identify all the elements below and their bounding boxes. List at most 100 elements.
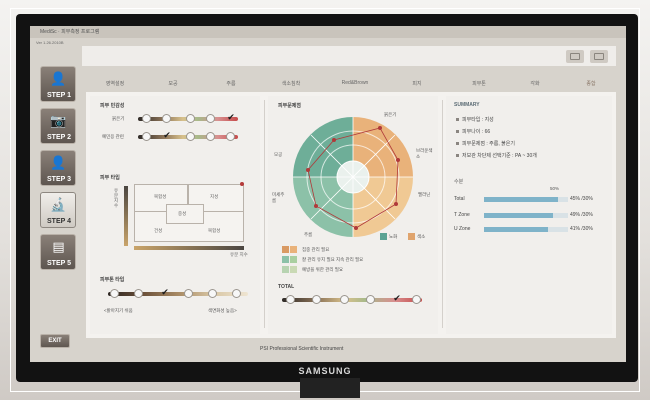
summary-line: 저보관 차단제 선택기준 : PA ~ 30개: [456, 152, 537, 159]
step-sidebar: 👤 STEP 1 📷 STEP 2 👤 STEP 3 🔬 STEP 4 ▤ ST…: [30, 66, 80, 362]
water-row-value: 49% /30%: [570, 212, 593, 218]
note-swatch: [290, 256, 297, 263]
scale-marker: [142, 132, 151, 141]
title-bar: MediSc · 피부측정 프로그램: [30, 26, 626, 38]
bullet-icon: [456, 130, 459, 134]
scale-marker: [134, 289, 143, 298]
water-row-label: U Zone: [454, 226, 471, 232]
vertical-axis-label: 유분 지수: [114, 188, 119, 208]
result-content: 피부 민감성 붉은기 ✔ 예민응 관련 ✔ 피부 타입 유분 지수 복합성 지성: [86, 92, 616, 338]
scale-marker: [366, 295, 375, 304]
analysis-tabs: 영역설정 모공 주름 색소침착 Red&Brown 피지 피부톤 각화 종합: [88, 80, 618, 90]
radar-point: [394, 202, 398, 206]
radar-label: 미세주름: [272, 192, 285, 203]
grid-cell-center: [166, 204, 204, 224]
step-4-button[interactable]: 🔬 STEP 4: [40, 192, 76, 228]
bullet-icon: [456, 154, 459, 158]
summary-line: 피부문제점 : 주름, 붉은기: [456, 140, 515, 147]
version-label: Ver 1.26.2010B: [36, 40, 64, 45]
step-2-button[interactable]: 📷 STEP 2: [40, 108, 76, 144]
scale-marker: [142, 114, 151, 123]
water-row-label: T Zone: [454, 212, 470, 218]
step-label: STEP 2: [47, 134, 71, 141]
tab-pores[interactable]: 모공: [168, 81, 178, 87]
save-icon: [570, 53, 580, 60]
summary-text: 피부타입 : 지성: [462, 117, 494, 123]
summary-line: 피부나이 : 66: [456, 128, 490, 135]
grid-label: 복합성: [154, 194, 167, 199]
step-5-button[interactable]: ▤ STEP 5: [40, 234, 76, 270]
skin-problem-radar: [293, 117, 413, 237]
summary-line: 피부타입 : 지성: [456, 116, 494, 123]
legend-swatch: [408, 233, 415, 240]
person-icon: 👤: [50, 155, 67, 170]
print-button[interactable]: [590, 50, 608, 63]
grid-label: 지성: [210, 194, 219, 199]
note-swatch: [282, 246, 289, 253]
window-title: MediSc · 피부측정 프로그램: [40, 29, 100, 35]
legend-label: 노화: [389, 234, 398, 239]
legend-swatch: [380, 233, 387, 240]
summary-text: 저보관 차단제 선택기준 : PA ~ 30개: [462, 153, 537, 159]
scale-marker: [340, 295, 349, 304]
grid-cell: [134, 184, 188, 212]
radar-point: [354, 226, 358, 230]
save-button[interactable]: [566, 50, 584, 63]
grid-label: 복합성: [208, 228, 221, 233]
radar-label: 주름: [304, 232, 313, 237]
skin-tone-scale: [108, 292, 248, 296]
exit-button[interactable]: EXIT: [40, 334, 70, 348]
report-icon: ▤: [52, 239, 65, 254]
step-1-button[interactable]: 👤 STEP 1: [40, 66, 76, 102]
toolbar: [82, 46, 616, 66]
print-icon: [594, 53, 604, 60]
radar-point: [378, 126, 382, 130]
right-panel: SUMMARY 피부타입 : 지성 피부나이 : 66 피부문제점 : 주름, …: [446, 96, 612, 334]
tab-overall[interactable]: 종합: [586, 81, 596, 87]
radar-point: [396, 158, 400, 162]
check-icon: ✔: [161, 287, 169, 297]
tab-red-brown[interactable]: Red&Brown: [341, 80, 369, 86]
water-row-value: 45% /30%: [570, 196, 593, 202]
step-3-button[interactable]: 👤 STEP 3: [40, 150, 76, 186]
scale-marker: [186, 132, 195, 141]
scale-marker: [412, 295, 421, 304]
vertical-axis-bar: [124, 186, 128, 246]
total-title: TOTAL: [278, 284, 295, 290]
tab-keratin[interactable]: 각화: [530, 81, 540, 87]
note-swatch: [282, 266, 289, 273]
panel-divider: [442, 100, 443, 328]
skin-problems-title: 피부문제점: [278, 103, 302, 109]
tab-area[interactable]: 영역설정: [105, 81, 125, 87]
step-label: STEP 4: [47, 218, 71, 225]
skin-type-title: 피부 타입: [100, 175, 120, 181]
note-text: 집중 관리 필요: [302, 247, 330, 252]
tab-skin-tone[interactable]: 피부톤: [472, 81, 486, 87]
scale-marker: [286, 295, 295, 304]
summary-text: 피부나이 : 66: [462, 129, 491, 135]
app-screen: MediSc · 피부측정 프로그램 Ver 1.26.2010B 👤 STEP…: [30, 26, 626, 362]
monitor-brand: SAMSUNG: [298, 366, 352, 376]
horizontal-axis-bar: [134, 246, 244, 250]
water-bar-fill: [484, 197, 558, 202]
scale-marker: [312, 295, 321, 304]
check-icon: ✔: [163, 130, 171, 140]
scale-marker: [206, 114, 215, 123]
left-panel: 피부 민감성 붉은기 ✔ 예민응 관련 ✔ 피부 타입 유분 지수 복합성 지성: [90, 96, 260, 334]
scale-marker: [110, 289, 119, 298]
note-text: 예방을 위한 관리 필요: [302, 267, 344, 272]
footer-logo: PSI Professional Scientific Instrument: [260, 346, 344, 352]
tab-wrinkles[interactable]: 주름: [226, 81, 236, 87]
note-swatch: [282, 256, 289, 263]
summary-title: SUMMARY: [454, 102, 480, 108]
skin-type-marker: [240, 182, 244, 186]
scale-marker: [162, 114, 171, 123]
scale-marker: [226, 132, 235, 141]
note-swatch: [290, 266, 297, 273]
tab-pigmentation[interactable]: 색소침착: [281, 81, 301, 87]
tab-sebum[interactable]: 피지: [412, 81, 422, 87]
camera-icon: 📷: [50, 113, 67, 128]
step-label: STEP 3: [47, 176, 71, 183]
scale-marker: [184, 289, 193, 298]
scale-marker: [206, 132, 215, 141]
